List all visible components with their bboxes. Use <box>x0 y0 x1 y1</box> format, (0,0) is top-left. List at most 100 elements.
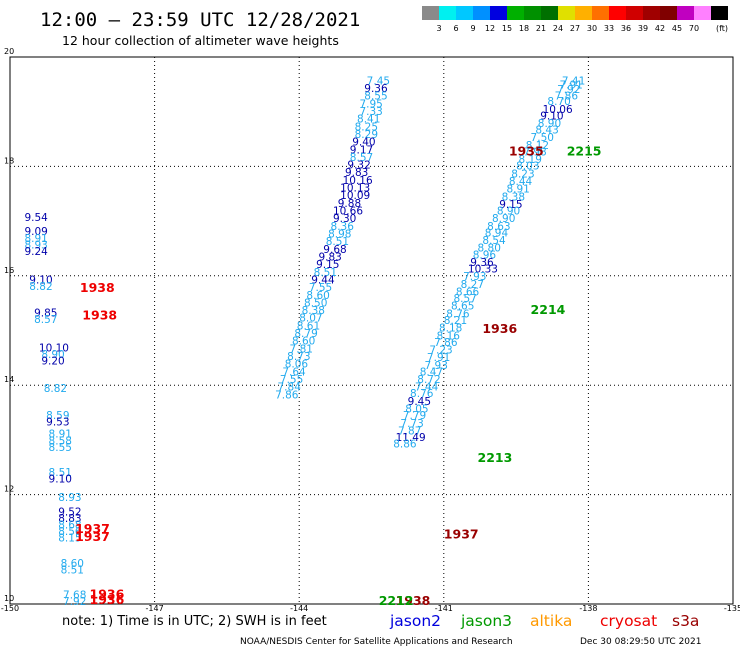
colorbar-unit: (ft) <box>716 24 728 33</box>
swh-value: 7.93 <box>463 271 486 283</box>
swh-value: 8.82 <box>29 281 52 293</box>
swh-value: 9.09 <box>24 226 47 238</box>
colorbar-label: 33 <box>604 24 614 33</box>
pass-time-labels: 2215193522141936221319371938193819371937… <box>75 143 601 608</box>
swh-value: 7.95 <box>359 98 382 110</box>
swh-value: 7.55 <box>280 374 303 386</box>
swh-value: 8.90 <box>497 206 520 218</box>
colorbar-swatch <box>490 6 507 20</box>
x-tick-label: -147 <box>146 604 164 613</box>
swh-value: 11.49 <box>396 432 426 444</box>
swh-value: 9.15 <box>316 259 339 271</box>
swh-value: 9.83 <box>318 251 341 263</box>
swh-value: 7.87 <box>398 425 421 437</box>
x-tick-label: -138 <box>579 604 597 613</box>
swh-value: 8.16 <box>437 330 461 342</box>
colorbar-label: 39 <box>638 24 648 33</box>
swh-value: 8.80 <box>478 243 501 255</box>
legend-jason3: jason3 <box>460 612 512 630</box>
swh-value: 9.44 <box>311 274 335 286</box>
swh-value: 7.45 <box>367 75 390 87</box>
colorbar-label: 21 <box>536 24 546 33</box>
colorbar-label: 9 <box>470 24 475 33</box>
swh-value: 8.03 <box>516 161 539 173</box>
swh-value: 7.44 <box>415 382 439 394</box>
swh-value: 8.68 <box>58 520 81 532</box>
swh-value: 7.55 <box>309 282 332 294</box>
swh-value: 8.23 <box>511 168 534 180</box>
swh-value: 8.50 <box>304 297 327 309</box>
swh-value: 9.45 <box>408 396 431 408</box>
swh-value: 8.66 <box>456 286 480 298</box>
legend-cryosat: cryosat <box>600 612 657 630</box>
swh-value: 10.06 <box>543 104 573 116</box>
colorbar-label: 15 <box>502 24 512 33</box>
swh-value: 10.33 <box>468 264 498 276</box>
swh-value: 8.91 <box>49 429 72 441</box>
colorbar-swatch <box>524 6 541 20</box>
x-tick-labels: -150 -147 -144 -141 -138 -135 <box>1 604 740 613</box>
swh-value: 8.93 <box>24 239 47 251</box>
swh-value: 7.86 <box>275 389 299 401</box>
swh-value: 9.88 <box>338 198 361 210</box>
swh-value: 9.36 <box>470 257 494 269</box>
swh-value: 8.58 <box>49 435 72 447</box>
swh-value: 8.82 <box>44 383 67 395</box>
swh-value: 9.17 <box>350 144 373 156</box>
swh-value: 8.38 <box>302 305 325 317</box>
swh-value: 7.84 <box>278 382 302 394</box>
swh-value: 9.85 <box>34 307 57 319</box>
y-tick-label: 12 <box>4 485 14 494</box>
wave-height-labels: 7.417.917.927.868.7010.069.108.908.437.5… <box>24 75 585 608</box>
colorbar-label: 3 <box>436 24 441 33</box>
y-tick-label: 20 <box>4 47 14 56</box>
swh-value: 7.33 <box>359 106 382 118</box>
swh-value: 8.15 <box>58 533 81 545</box>
swh-value: 8.51 <box>314 267 337 279</box>
swh-value: 8.07 <box>299 313 322 325</box>
swh-value: 8.90 <box>492 213 515 225</box>
x-tick-label: -150 <box>1 604 19 613</box>
swh-value: 8.44 <box>509 176 533 188</box>
swh-value: 9.24 <box>24 246 48 258</box>
swh-value: 7.92 <box>557 84 580 96</box>
swh-value: 9.83 <box>345 167 368 179</box>
swh-value: 8.41 <box>357 114 380 126</box>
swh-value: 8.55 <box>49 442 72 454</box>
swh-value: 8.65 <box>451 301 474 313</box>
swh-value: 7.86 <box>555 91 579 103</box>
swh-value: 8.21 <box>444 315 467 327</box>
colorbar-label: 27 <box>570 24 580 33</box>
colorbar-label: 45 <box>672 24 682 33</box>
swh-value: 7.23 <box>429 344 452 356</box>
colorbar-swatch <box>541 6 558 20</box>
colorbar-label: 70 <box>689 24 699 33</box>
swh-value: 8.83 <box>58 513 81 525</box>
swh-value: 9.53 <box>46 417 69 429</box>
y-tick-label: 14 <box>4 375 14 384</box>
swh-value: 10.16 <box>343 175 373 187</box>
swh-value: 7.73 <box>400 418 423 430</box>
pass-time-label: 2212 <box>379 593 414 608</box>
swh-value: 8.51 <box>326 236 349 248</box>
grid-lines <box>10 57 733 604</box>
colorbar-swatch <box>643 6 660 20</box>
colorbar-swatch <box>558 6 575 20</box>
colorbar-swatch <box>473 6 490 20</box>
colorbar-label: 12 <box>485 24 495 33</box>
colorbar-swatch <box>507 6 524 20</box>
swh-value: 9.30 <box>333 213 356 225</box>
colorbar-label: 30 <box>587 24 597 33</box>
swh-value: 7.79 <box>403 410 426 422</box>
legend: jason2 jason3 altika cryosat s3a <box>389 612 699 630</box>
colorbar-label: 36 <box>621 24 631 33</box>
timestamp-text: Dec 30 08:29:50 UTC 2021 <box>580 637 701 647</box>
swh-value: 8.12 <box>526 140 549 152</box>
colorbar-swatch <box>694 6 711 20</box>
colorbar-swatch <box>711 6 728 20</box>
swh-value: 9.36 <box>364 83 388 95</box>
colorbar-swatch <box>626 6 643 20</box>
chart-subtitle: 12 hour collection of altimeter wave hei… <box>62 33 339 48</box>
colorbar-label: 6 <box>453 24 458 33</box>
swh-value: 10.13 <box>340 183 370 195</box>
